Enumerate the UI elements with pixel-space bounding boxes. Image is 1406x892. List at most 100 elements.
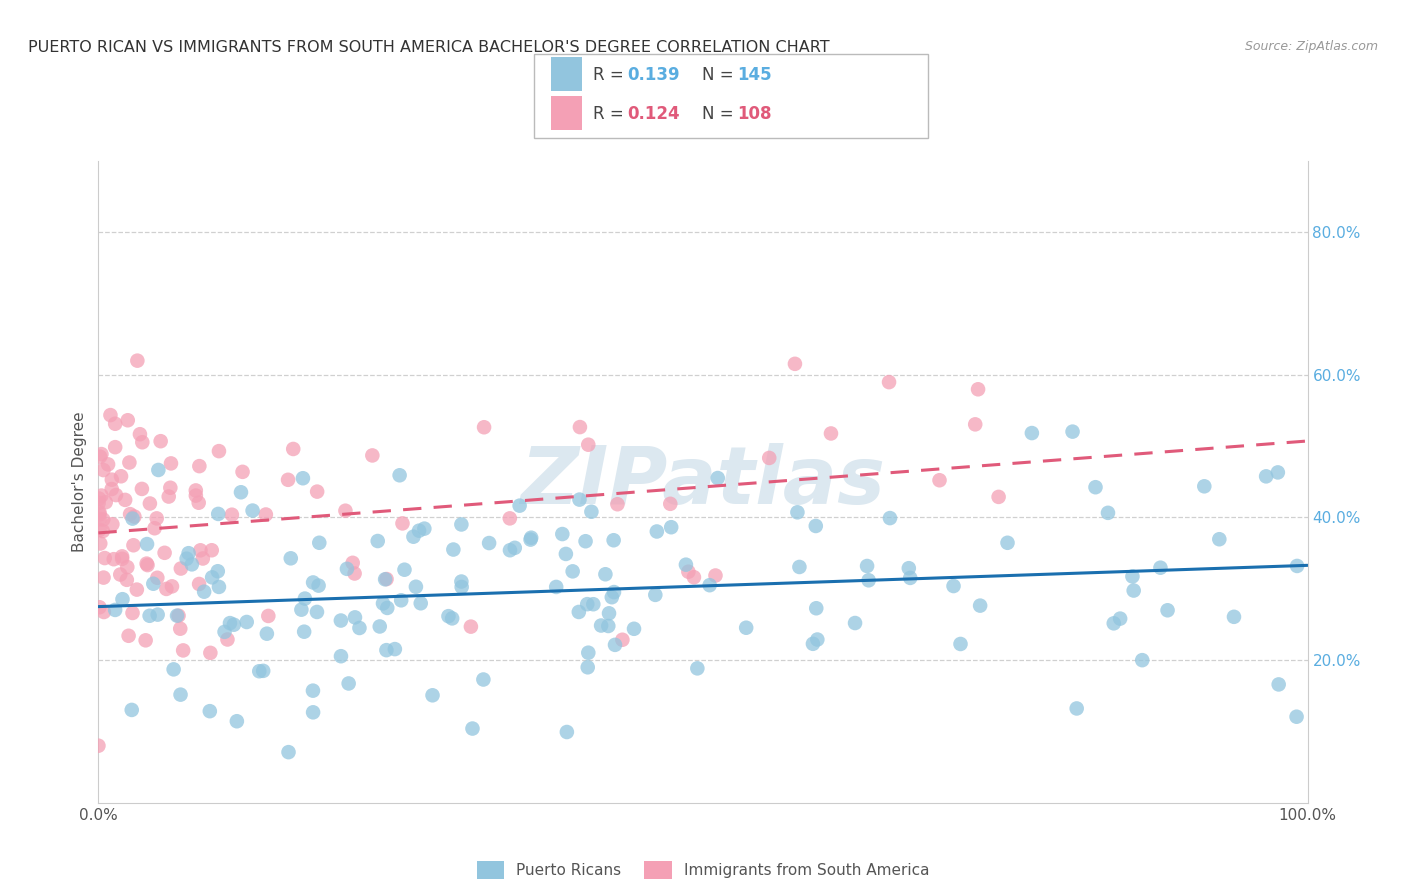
Point (146, 607, 169, 622)
Point (1130, 653, 1153, 667)
Point (145, 511, 167, 525)
Point (460, 620, 482, 634)
Point (758, 450, 780, 465)
Point (801, 637, 824, 651)
Point (942, 579, 965, 593)
Point (159, 481, 181, 495)
Point (111, 592, 134, 607)
Point (1062, 425, 1084, 439)
Point (441, 542, 464, 557)
Point (308, 535, 330, 549)
Point (595, 567, 617, 582)
Point (997, 536, 1019, 550)
Point (1021, 425, 1043, 440)
Point (90, 447, 112, 461)
Point (1066, 701, 1088, 715)
Point (257, 609, 280, 624)
Point (157, 490, 180, 504)
Point (472, 673, 495, 687)
Point (644, 588, 666, 602)
Point (576, 597, 599, 611)
Point (89, 523, 111, 537)
Point (856, 559, 879, 574)
Point (247, 664, 270, 678)
Point (180, 558, 202, 572)
Point (806, 632, 828, 647)
Point (170, 561, 193, 575)
Point (898, 571, 921, 585)
Point (1267, 677, 1289, 691)
Text: 108: 108 (737, 105, 772, 123)
Point (89, 600, 111, 615)
Point (121, 703, 143, 717)
Point (187, 496, 209, 510)
Point (91, 524, 114, 538)
Point (949, 637, 972, 651)
Point (413, 522, 436, 536)
Point (280, 551, 302, 566)
Point (1267, 466, 1289, 480)
Text: R =: R = (593, 66, 630, 84)
Point (101, 473, 124, 487)
Point (408, 524, 430, 538)
Point (207, 564, 229, 578)
Point (405, 580, 427, 594)
Point (1256, 469, 1278, 483)
Point (450, 517, 472, 532)
Point (1084, 480, 1107, 494)
Point (576, 646, 599, 660)
Point (706, 471, 728, 485)
Point (177, 546, 200, 560)
Point (198, 704, 221, 718)
Point (124, 509, 146, 524)
Point (969, 599, 991, 613)
Point (686, 661, 709, 675)
Point (546, 580, 568, 594)
Point (193, 584, 215, 599)
Point (153, 546, 176, 560)
Point (93, 605, 115, 619)
Point (103, 552, 125, 566)
Point (1223, 610, 1246, 624)
Point (600, 590, 623, 604)
Point (806, 601, 828, 615)
Point (337, 676, 360, 690)
Point (111, 551, 134, 566)
Point (89, 508, 111, 522)
Point (391, 516, 413, 531)
Point (104, 603, 127, 617)
Point (208, 580, 231, 594)
Point (343, 566, 366, 581)
Point (190, 543, 212, 558)
Point (367, 534, 389, 549)
Point (820, 426, 842, 441)
Point (422, 688, 444, 702)
Point (117, 629, 139, 643)
Point (89, 512, 111, 526)
Point (217, 632, 239, 647)
Point (104, 417, 127, 431)
Point (131, 482, 153, 496)
Point (120, 507, 142, 521)
Point (110, 469, 132, 483)
Point (89, 536, 111, 550)
Point (291, 471, 314, 485)
Point (138, 608, 160, 623)
Point (877, 375, 900, 389)
Text: ZIPatlas: ZIPatlas (520, 442, 886, 521)
Point (568, 420, 591, 434)
Point (371, 596, 394, 610)
Point (1121, 569, 1143, 583)
Point (176, 551, 198, 566)
Point (612, 632, 634, 647)
Point (576, 438, 599, 452)
Point (200, 646, 222, 660)
Point (222, 617, 245, 632)
Text: 145: 145 (737, 66, 772, 84)
Point (330, 649, 353, 664)
Point (568, 605, 591, 619)
Point (232, 465, 254, 479)
Point (142, 576, 165, 591)
Point (374, 572, 396, 586)
Point (659, 520, 682, 534)
